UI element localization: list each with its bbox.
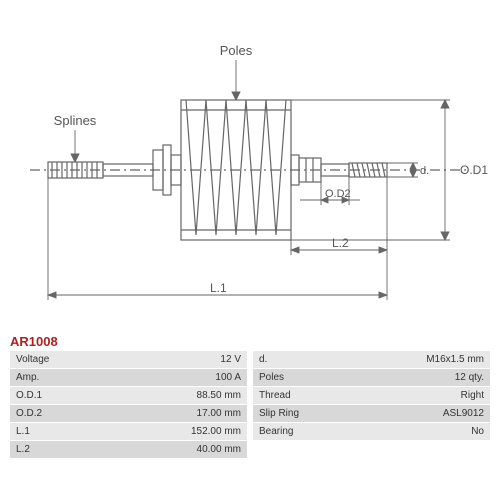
label-l2: L.2 [332, 236, 349, 250]
label-od2: O.D2 [325, 188, 351, 200]
spec-value: M16x1.5 mm [381, 351, 490, 368]
spec-value: No [381, 423, 490, 440]
label-od1: O.D1 [460, 163, 488, 177]
spec-row: O.D.217.00 mm [10, 405, 247, 423]
spec-row: L.240.00 mm [10, 441, 247, 459]
spec-label: O.D.1 [10, 387, 138, 404]
spec-value: 152.00 mm [138, 423, 247, 440]
spec-label: Voltage [10, 351, 138, 368]
spec-row: BearingNo [253, 423, 490, 441]
spec-value: 88.50 mm [138, 387, 247, 404]
spec-label: d. [253, 351, 381, 368]
spec-value: 12 V [138, 351, 247, 368]
spec-value: 40.00 mm [138, 441, 247, 458]
spec-label: Amp. [10, 369, 138, 386]
spec-row: L.1152.00 mm [10, 423, 247, 441]
spec-label: L.1 [10, 423, 138, 440]
spec-label: Slip Ring [253, 405, 381, 422]
spec-row: Voltage12 V [10, 351, 247, 369]
spec-label: Poles [253, 369, 381, 386]
spec-row: ThreadRight [253, 387, 490, 405]
spec-value: 12 qty. [381, 369, 490, 386]
spec-value: Right [381, 387, 490, 404]
label-splines: Splines [54, 113, 97, 128]
spec-row: d.M16x1.5 mm [253, 351, 490, 369]
spec-label: Bearing [253, 423, 381, 440]
spec-value: 100 A [138, 369, 247, 386]
spec-label: O.D.2 [10, 405, 138, 422]
spec-value: 17.00 mm [138, 405, 247, 422]
spec-row: Amp.100 A [10, 369, 247, 387]
label-poles: Poles [220, 43, 253, 58]
rotor-diagram: Poles Splines O.D1 d. O.D2 L.2 L.1 [0, 0, 500, 330]
spec-row: Slip RingASL9012 [253, 405, 490, 423]
spec-label: L.2 [10, 441, 138, 458]
spec-row: O.D.188.50 mm [10, 387, 247, 405]
label-d: d. [420, 165, 429, 177]
spec-label: Thread [253, 387, 381, 404]
spec-tables: Voltage12 VAmp.100 AO.D.188.50 mmO.D.217… [0, 351, 500, 459]
spec-col-left: Voltage12 VAmp.100 AO.D.188.50 mmO.D.217… [10, 351, 247, 459]
label-l1: L.1 [210, 281, 227, 295]
part-number: AR1008 [0, 330, 500, 351]
spec-col-right: d.M16x1.5 mmPoles12 qty.ThreadRightSlip … [253, 351, 490, 459]
spec-row: Poles12 qty. [253, 369, 490, 387]
spec-value: ASL9012 [381, 405, 490, 422]
